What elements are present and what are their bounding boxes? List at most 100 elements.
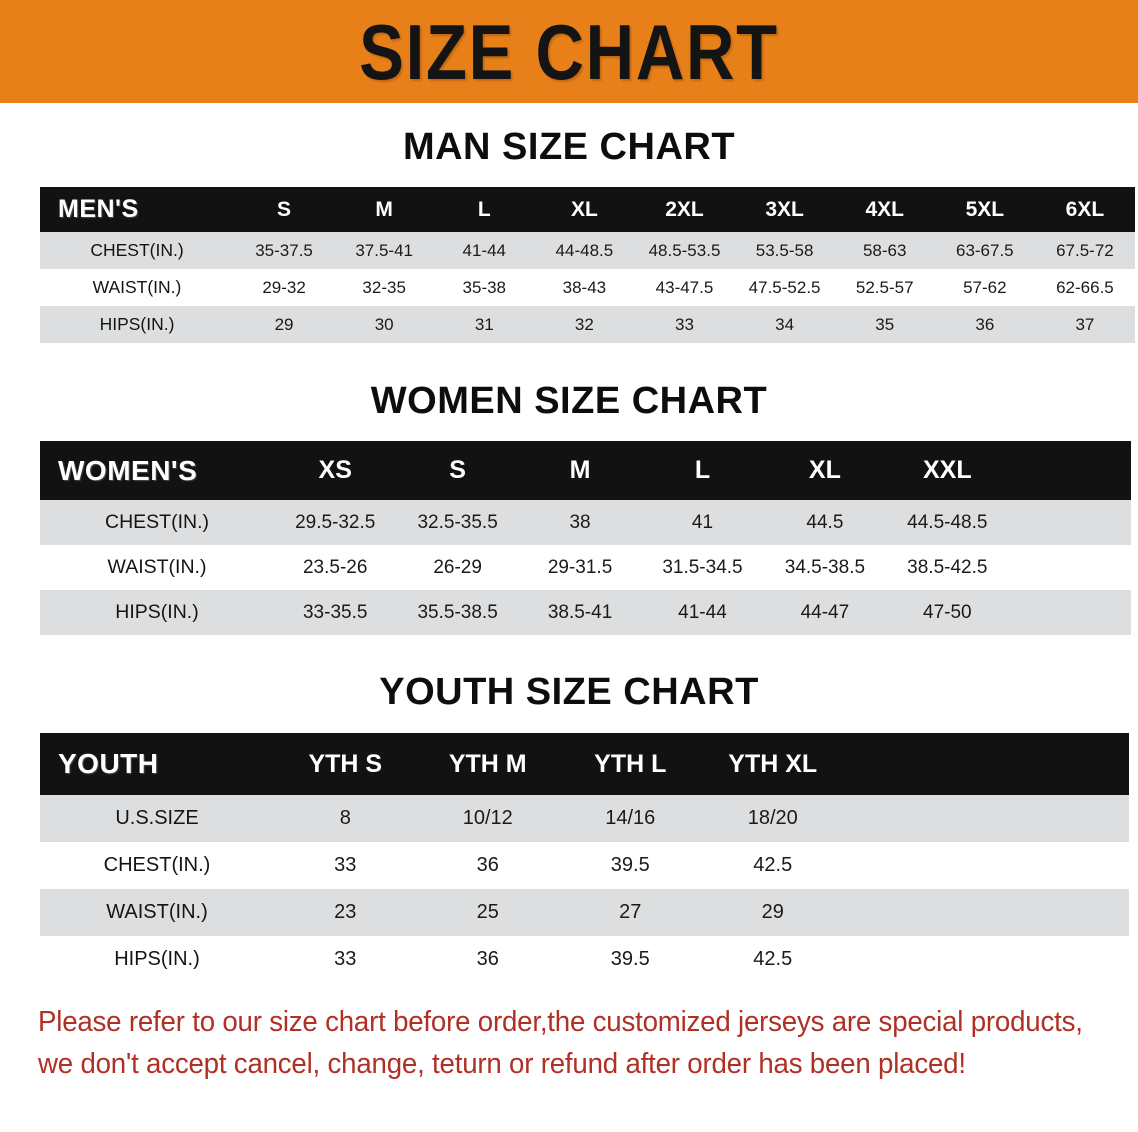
men-cell: 43-47.5 <box>634 269 735 306</box>
men-cell: 48.5-53.5 <box>634 232 735 269</box>
women-cell: 26-29 <box>396 545 519 590</box>
women-cell-empty <box>1008 590 1131 635</box>
men-cell: 63-67.5 <box>934 232 1035 269</box>
women-cell: 29-31.5 <box>518 545 642 590</box>
women-row-label: HIPS(IN.) <box>40 590 274 635</box>
women-cell: 34.5-38.5 <box>763 545 887 590</box>
men-cell: 67.5-72 <box>1034 232 1135 269</box>
men-cell: 35-38 <box>434 269 535 306</box>
men-cell: 57-62 <box>934 269 1035 306</box>
men-cell: 31 <box>434 306 535 343</box>
men-cell: 33 <box>634 306 735 343</box>
women-chart-container: WOMEN'S XS S M L XL XXL CHEST(IN.) 29.5-32.5 32.… <box>40 441 1131 635</box>
women-table-body: CHEST(IN.) 29.5-32.5 32.5-35.5 38 41 44.5 44.5… <box>40 500 1131 635</box>
youth-cell: 39.5 <box>559 842 702 889</box>
men-size-header: 2XL <box>634 187 735 232</box>
youth-cell: 29 <box>701 889 844 936</box>
youth-size-header: YTH M <box>416 733 559 795</box>
men-cell: 30 <box>334 306 435 343</box>
men-size-header: 4XL <box>834 187 935 232</box>
men-cell: 37.5-41 <box>334 232 435 269</box>
youth-section-title: YOUTH SIZE CHART <box>379 671 759 713</box>
youth-cell: 8 <box>274 795 417 842</box>
man-section-title: MAN SIZE CHART <box>402 126 736 168</box>
men-size-header: L <box>434 187 535 232</box>
men-row-label: HIPS(IN.) <box>40 306 234 343</box>
table-row: CHEST(IN.) 33 36 39.5 42.5 <box>40 842 1129 889</box>
men-size-header: S <box>234 187 335 232</box>
youth-cell: 42.5 <box>701 936 844 983</box>
men-cell: 58-63 <box>834 232 935 269</box>
women-cell: 35.5-38.5 <box>396 590 519 635</box>
man-table-body: CHEST(IN.) 35-37.5 37.5-41 41-44 44-48.5 48.5… <box>40 232 1135 343</box>
women-row-label: WAIST(IN.) <box>40 545 274 590</box>
man-chart-container: MEN'S S M L XL 2XL 3XL 4XL 5XL 6XL CHEST(IN.) 35-3… <box>40 187 1135 343</box>
youth-cell-empty <box>986 889 1129 936</box>
youth-row-label: CHEST(IN.) <box>40 842 274 889</box>
youth-size-header: YTH XL <box>701 733 844 795</box>
table-row: HIPS(IN.) 33 36 39.5 42.5 <box>40 936 1129 983</box>
women-cell-empty <box>1008 500 1131 545</box>
men-header-label: MEN'S <box>40 187 234 232</box>
table-row: WAIST(IN.) 23.5-26 26-29 29-31.5 31.5-34.5 34… <box>40 545 1131 590</box>
women-cell: 41-44 <box>641 590 764 635</box>
women-cell: 32.5-35.5 <box>396 500 519 545</box>
women-cell: 38.5-41 <box>518 590 642 635</box>
youth-cell-empty <box>986 842 1129 889</box>
women-cell-empty <box>1008 545 1131 590</box>
men-cell: 52.5-57 <box>834 269 935 306</box>
men-cell: 37 <box>1034 306 1135 343</box>
women-size-table: WOMEN'S XS S M L XL XXL CHEST(IN.) 29.5-32.5 32.… <box>40 441 1131 635</box>
youth-cell: 36 <box>416 842 559 889</box>
youth-chart-container: YOUTH YTH S YTH M YTH L YTH XL U.S.SIZE 8 10/1… <box>40 733 1129 983</box>
women-header-row: WOMEN'S XS S M L XL XXL <box>40 441 1131 500</box>
men-size-header: 3XL <box>734 187 835 232</box>
youth-header-row: YOUTH YTH S YTH M YTH L YTH XL <box>40 733 1129 795</box>
page-banner: SIZE CHART <box>0 0 1138 103</box>
table-row: WAIST(IN.) 23 25 27 29 <box>40 889 1129 936</box>
men-size-header: XL <box>534 187 635 232</box>
youth-size-header-empty <box>986 733 1129 795</box>
women-cell: 31.5-34.5 <box>641 545 764 590</box>
women-table-head: WOMEN'S XS S M L XL XXL <box>40 441 1131 500</box>
youth-cell: 10/12 <box>416 795 559 842</box>
table-row: U.S.SIZE 8 10/12 14/16 18/20 <box>40 795 1129 842</box>
youth-size-header-empty <box>844 733 987 795</box>
women-size-header: S <box>396 441 519 500</box>
table-row: WAIST(IN.) 29-32 32-35 35-38 38-43 43-47.5 47.… <box>40 269 1135 306</box>
youth-row-label: U.S.SIZE <box>40 795 274 842</box>
youth-cell: 27 <box>559 889 702 936</box>
women-cell: 44.5-48.5 <box>886 500 1009 545</box>
order-policy-notice: Please refer to our size chart before or… <box>38 1001 1083 1085</box>
women-cell: 44.5 <box>763 500 887 545</box>
table-row: CHEST(IN.) 35-37.5 37.5-41 41-44 44-48.5 48.5… <box>40 232 1135 269</box>
women-cell: 47-50 <box>886 590 1009 635</box>
women-size-header: M <box>518 441 642 500</box>
youth-cell: 33 <box>274 936 417 983</box>
men-cell: 29 <box>234 306 335 343</box>
youth-cell: 42.5 <box>701 842 844 889</box>
women-size-header: XXL <box>886 441 1009 500</box>
youth-cell-empty <box>844 889 987 936</box>
women-cell: 41 <box>641 500 764 545</box>
youth-cell-empty <box>844 842 987 889</box>
notice-line-2: we don't accept cancel, change, teturn o… <box>38 1048 966 1081</box>
women-size-header-empty <box>1008 441 1131 500</box>
table-row: HIPS(IN.) 33-35.5 35.5-38.5 38.5-41 41-44 44-… <box>40 590 1131 635</box>
men-cell: 38-43 <box>534 269 635 306</box>
women-size-header: XS <box>274 441 397 500</box>
man-table-head: MEN'S S M L XL 2XL 3XL 4XL 5XL 6XL <box>40 187 1135 232</box>
men-cell: 32-35 <box>334 269 435 306</box>
youth-cell-empty <box>844 795 987 842</box>
youth-cell-empty <box>844 936 987 983</box>
men-cell: 29-32 <box>234 269 335 306</box>
table-row: HIPS(IN.) 29 30 31 32 33 34 35 36 37 <box>40 306 1135 343</box>
men-cell: 35-37.5 <box>234 232 335 269</box>
table-row: CHEST(IN.) 29.5-32.5 32.5-35.5 38 41 44.5 44.5… <box>40 500 1131 545</box>
page-title: SIZE CHART <box>359 7 779 96</box>
men-size-header: 6XL <box>1034 187 1135 232</box>
youth-header-label: YOUTH <box>40 733 274 795</box>
youth-table-head: YOUTH YTH S YTH M YTH L YTH XL <box>40 733 1129 795</box>
men-cell: 36 <box>934 306 1035 343</box>
men-cell: 44-48.5 <box>534 232 635 269</box>
